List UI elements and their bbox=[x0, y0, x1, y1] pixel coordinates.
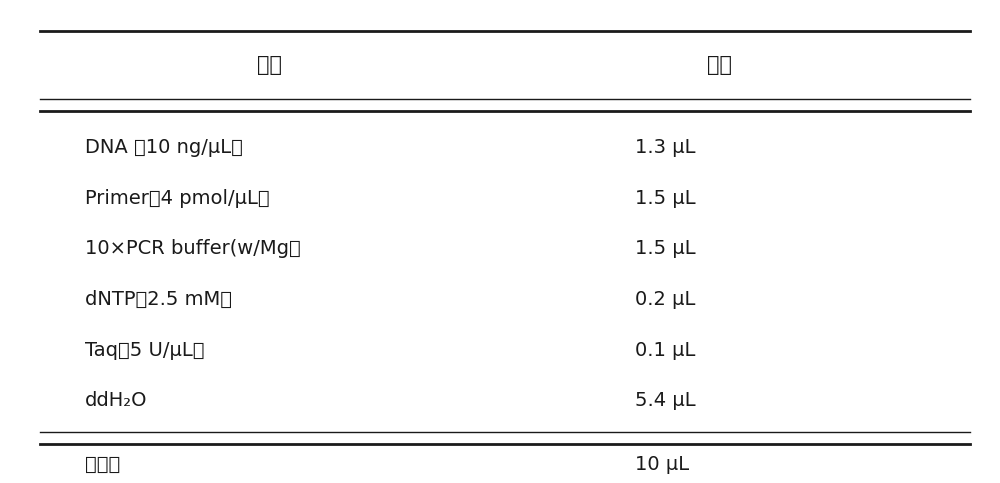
Text: 10 μL: 10 μL bbox=[635, 455, 689, 474]
Text: 体积: 体积 bbox=[708, 55, 732, 75]
Text: Taq（5 U/μL）: Taq（5 U/μL） bbox=[85, 341, 205, 360]
Text: 0.1 μL: 0.1 μL bbox=[635, 341, 695, 360]
Text: 样品: 样品 bbox=[258, 55, 283, 75]
Text: DNA （10 ng/μL）: DNA （10 ng/μL） bbox=[85, 138, 243, 157]
Text: dNTP（2.5 mM）: dNTP（2.5 mM） bbox=[85, 290, 232, 309]
Text: Primer（4 pmol/μL）: Primer（4 pmol/μL） bbox=[85, 188, 270, 208]
Text: 总体积: 总体积 bbox=[85, 455, 120, 474]
Text: 1.5 μL: 1.5 μL bbox=[635, 239, 696, 258]
Text: ddH₂O: ddH₂O bbox=[85, 391, 148, 411]
Text: 5.4 μL: 5.4 μL bbox=[635, 391, 696, 411]
Text: 10×PCR buffer(w/Mg）: 10×PCR buffer(w/Mg） bbox=[85, 239, 301, 258]
Text: 0.2 μL: 0.2 μL bbox=[635, 290, 695, 309]
Text: 1.5 μL: 1.5 μL bbox=[635, 188, 696, 208]
Text: 1.3 μL: 1.3 μL bbox=[635, 138, 696, 157]
